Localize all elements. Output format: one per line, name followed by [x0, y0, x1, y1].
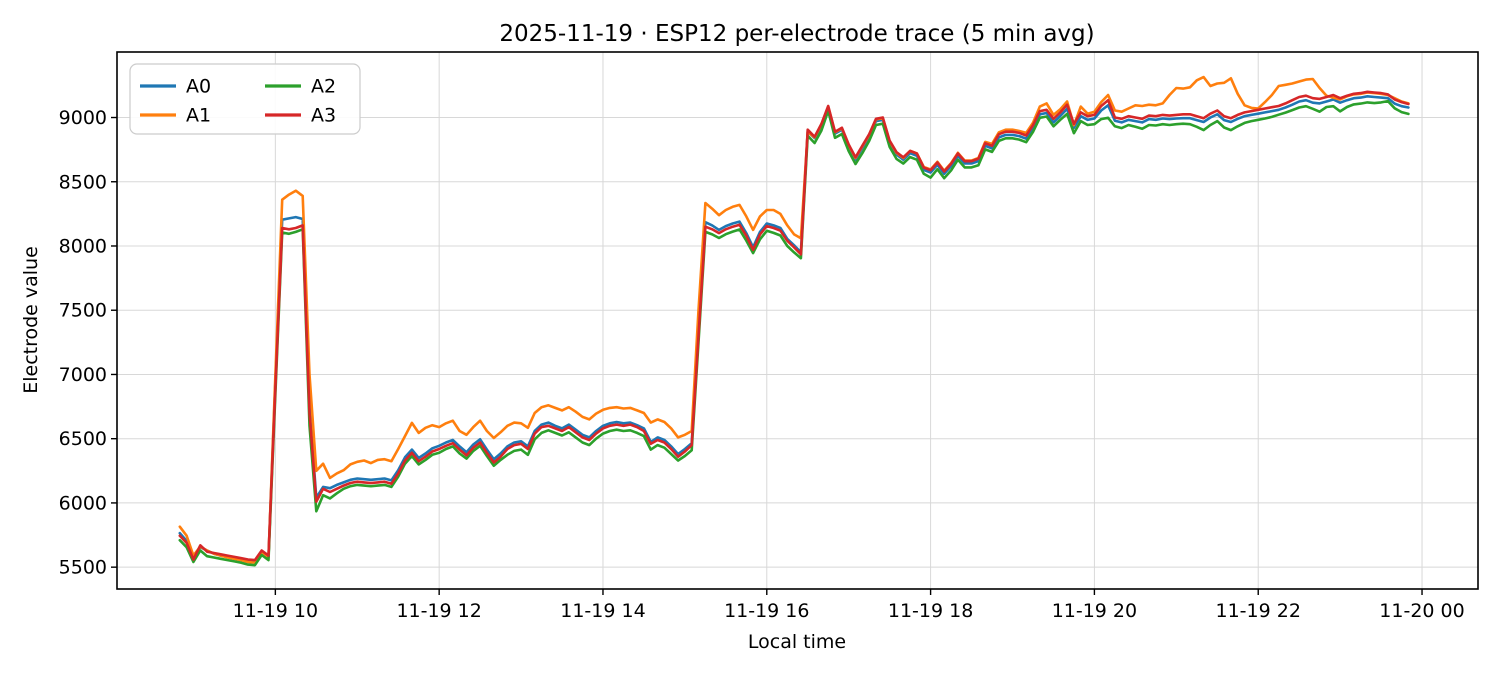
legend-label-A3: A3: [311, 105, 336, 127]
plot-border: [116, 51, 1479, 590]
chart-title: 2025-11-19 · ESP12 per-electrode trace (…: [499, 21, 1094, 47]
y-tick-label: 5500: [59, 557, 107, 579]
y-tick-label: 6500: [59, 428, 107, 450]
x-tick-label: 11-19 12: [396, 600, 481, 622]
legend-label-A1: A1: [186, 105, 211, 127]
y-tick-label: 8000: [59, 235, 107, 257]
series-line-A1: [178, 75, 1410, 565]
series-line-A2: [178, 99, 1410, 567]
legend-label-A2: A2: [311, 76, 336, 98]
y-tick-label: 6000: [59, 492, 107, 514]
x-tick-label: 11-19 10: [233, 600, 318, 622]
axis-ticks: 5500 6000 6500 7000 7500 8000 8500 9000 11-19 10…: [59, 107, 1465, 622]
legend-box: [129, 63, 361, 135]
grid: [117, 52, 1478, 589]
x-axis-label: Local time: [748, 631, 846, 653]
x-tick-label: 11-19 16: [724, 600, 809, 622]
x-tick-label: 11-19 20: [1052, 600, 1137, 622]
legend-label-A0: A0: [186, 76, 211, 98]
series-line-A3: [178, 90, 1410, 562]
x-tick-label: 11-20 00: [1379, 600, 1464, 622]
x-tick-label: 11-19 18: [888, 600, 973, 622]
x-tick-label: 11-19 22: [1216, 600, 1301, 622]
y-tick-label: 7000: [59, 364, 107, 386]
y-tick-label: 8500: [59, 171, 107, 193]
y-tick-label: 7500: [59, 300, 107, 322]
y-axis-label: Electrode value: [20, 246, 42, 394]
y-tick-label: 9000: [59, 107, 107, 129]
legend: A0 A1 A2 A3: [129, 63, 361, 135]
x-tick-label: 11-19 14: [560, 600, 645, 622]
series-lines: [178, 75, 1410, 567]
series-line-A0: [178, 95, 1410, 564]
